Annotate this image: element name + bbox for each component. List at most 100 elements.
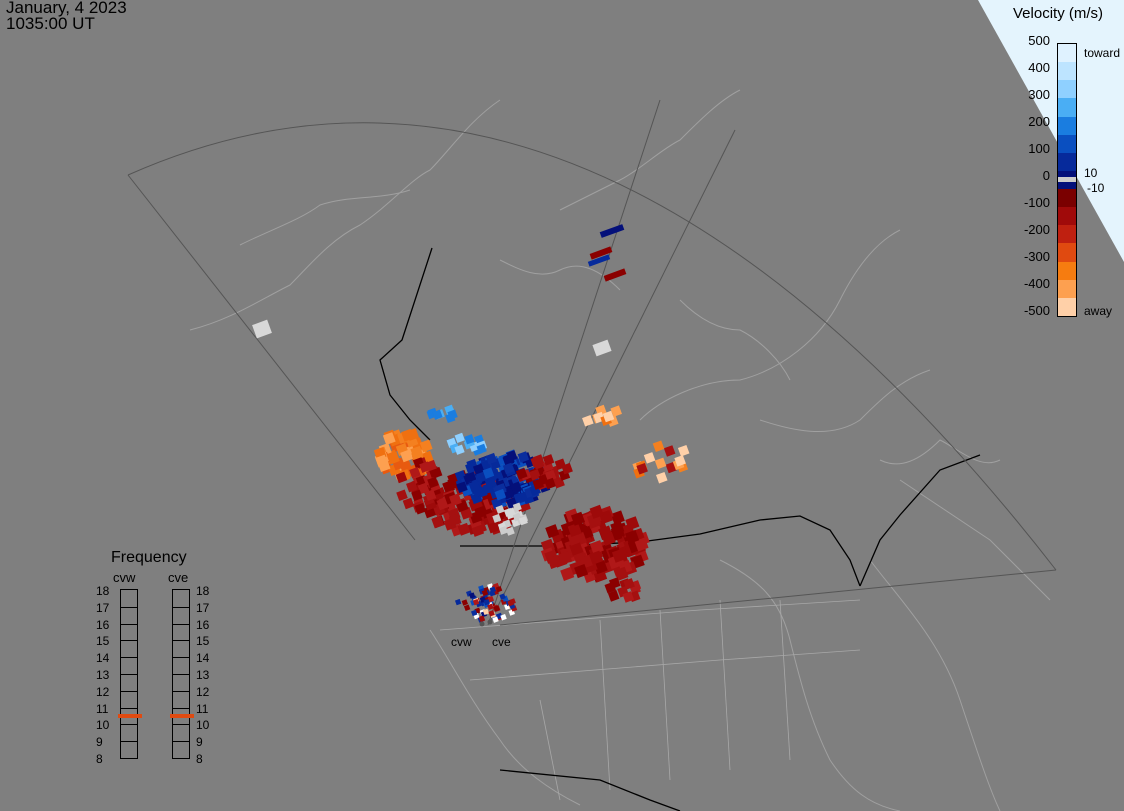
velocity-cell <box>482 482 495 495</box>
frequency-level-label: 17 <box>196 600 210 615</box>
colorbar-tick-label: 500 <box>1028 33 1050 48</box>
velocity-cell <box>472 463 485 476</box>
velocity-cell <box>454 598 462 606</box>
frequency-level-label: 16 <box>96 617 110 632</box>
velocity-cell <box>622 591 635 603</box>
frequency-label-cvw: cvw <box>113 570 136 585</box>
velocity-cell <box>654 457 667 470</box>
velocity-cell <box>483 598 490 606</box>
velocity-cell <box>400 449 414 463</box>
frequency-bar-cve <box>170 589 194 759</box>
frequency-level-label: 9 <box>96 735 103 750</box>
colorbar-segment <box>1058 44 1076 63</box>
colorbar-tick-label: -100 <box>1023 195 1050 210</box>
frequency-label-cve: cve <box>168 570 189 585</box>
frequency-level-label: 8 <box>196 752 203 766</box>
velocity-cell <box>492 616 499 623</box>
velocity-cell <box>457 522 471 536</box>
velocity-cell <box>456 481 468 493</box>
colorbar-tick-label: -500 <box>1023 303 1050 318</box>
velocity-cell <box>401 428 414 442</box>
colorbar-segment <box>1058 98 1076 118</box>
velocity-cell <box>634 537 649 552</box>
field-of-view <box>127 99 1057 626</box>
velocity-cell <box>625 516 640 531</box>
site-marker-cve <box>487 619 493 625</box>
frequency-gridline <box>173 724 189 726</box>
colorbar-tick-label: 200 <box>1028 114 1050 129</box>
velocity-cell <box>396 489 408 502</box>
frequency-level-label: 10 <box>96 718 110 733</box>
colorbar-away-label: away <box>1084 304 1113 318</box>
velocity-cell <box>482 608 490 616</box>
velocity-cell <box>542 454 555 466</box>
colorbar-tick-label: 100 <box>1028 141 1050 156</box>
velocity-cell <box>607 590 620 602</box>
velocity-cell <box>610 525 625 540</box>
velocity-cell <box>529 469 541 481</box>
velocity-cell <box>574 563 589 579</box>
velocity-cell <box>424 489 437 501</box>
frequency-level-label: 10 <box>196 718 210 733</box>
velocity-cell <box>569 541 584 556</box>
frequency-level-label: 11 <box>196 701 209 716</box>
velocity-cell <box>409 466 421 479</box>
velocity-cell <box>610 405 622 417</box>
frequency-gridline <box>121 674 137 675</box>
velocity-cell <box>427 476 439 489</box>
velocity-cell <box>449 493 462 507</box>
colorbar-minus-threshold: -10 <box>1087 181 1105 195</box>
frequency-gridline <box>121 640 137 642</box>
frequency-gridline <box>173 623 189 625</box>
velocity-cell <box>411 489 423 502</box>
colorbar-segment <box>1058 207 1076 226</box>
frequency-gridline <box>121 707 137 709</box>
frequency-level-label: 12 <box>196 684 210 699</box>
frequency-level-label: 14 <box>196 651 210 666</box>
frequency-gridline <box>173 674 189 675</box>
velocity-cell <box>510 481 522 494</box>
velocity-cell <box>500 614 507 621</box>
velocity-cell <box>487 595 495 603</box>
velocity-cell <box>592 339 612 357</box>
velocity-cell <box>406 480 418 493</box>
site-label-cvw: cvw <box>451 635 472 649</box>
velocity-cell <box>517 451 530 463</box>
velocity-cell <box>494 488 507 501</box>
velocity-cell <box>515 468 528 480</box>
colorbar-segment <box>1058 62 1076 81</box>
frequency-title: Frequency <box>111 549 187 566</box>
velocity-colorbar <box>1057 43 1077 317</box>
velocity-cell <box>518 516 528 526</box>
velocity-cell <box>663 445 676 457</box>
velocity-cell <box>481 589 489 596</box>
site-label-cve: cve <box>492 635 511 649</box>
velocity-cell <box>447 409 458 420</box>
colorbar-segment <box>1058 116 1076 136</box>
state-borders <box>439 599 861 801</box>
velocity-cell <box>414 502 427 515</box>
colorbar-segment <box>1058 152 1076 172</box>
frequency-level-label: 17 <box>96 600 110 615</box>
velocity-cell <box>468 480 481 492</box>
frequency-gridline <box>173 690 189 692</box>
colorbar-segment <box>1058 80 1076 99</box>
velocity-cell <box>464 471 477 483</box>
velocity-cell <box>544 469 557 482</box>
velocity-cell <box>432 409 443 420</box>
velocity-cell <box>402 497 415 510</box>
frequency-gridline <box>121 657 137 659</box>
frequency-level-label: 15 <box>196 634 210 649</box>
velocity-cell <box>589 504 604 519</box>
velocity-cell <box>468 592 476 599</box>
velocity-cell <box>599 224 625 238</box>
frequency-gridline <box>121 741 137 743</box>
velocity-cell <box>487 603 494 610</box>
velocity-cell <box>485 452 498 465</box>
velocity-cell <box>603 268 627 282</box>
velocity-cell <box>602 410 615 423</box>
coastlines <box>189 89 1051 811</box>
frequency-level-label: 16 <box>196 617 210 632</box>
frequency-gridline <box>173 640 189 642</box>
